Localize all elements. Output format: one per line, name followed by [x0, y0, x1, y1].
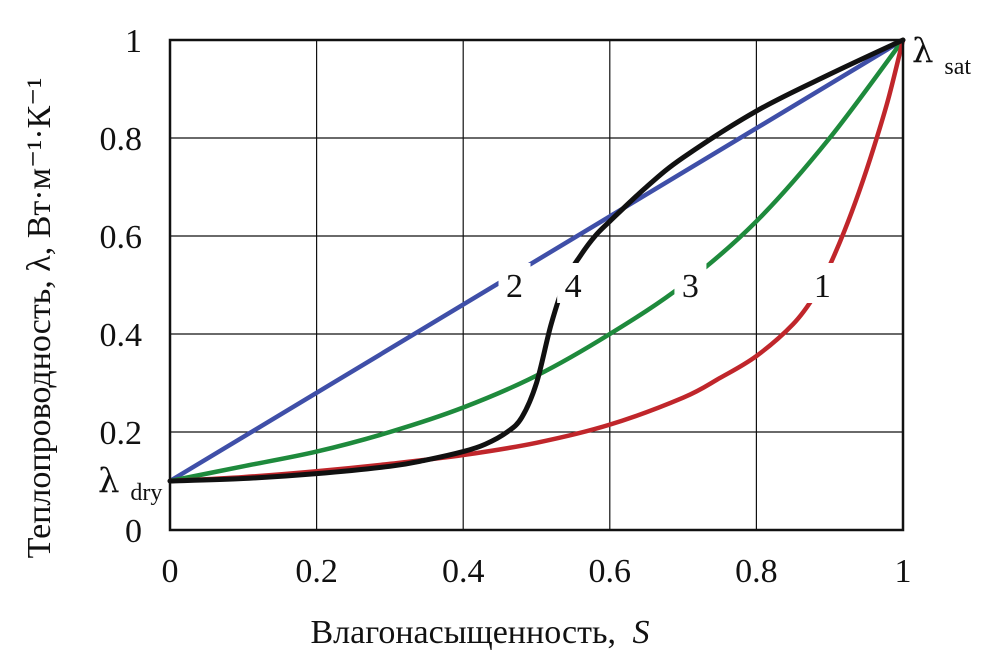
x-axis-label: Влагонасыщенность, S — [310, 614, 649, 651]
lambda-dry-sub: dry — [130, 480, 162, 506]
lambda-dry-label: λ dry — [98, 461, 162, 506]
series-3-line — [167, 37, 906, 484]
y-tick-label: 0.4 — [100, 317, 143, 354]
x-tick-labels: 0 0.2 0.4 0.6 0.8 1 — [162, 553, 912, 590]
curve-label-4: 4 — [565, 268, 582, 305]
plot-frame — [168, 38, 905, 532]
y-tick-label: 0.6 — [100, 219, 143, 256]
y-axis-label: Теплопроводность, λ, Вт·м⁻¹·К⁻¹ — [21, 78, 58, 559]
x-tick-label: 0 — [162, 553, 179, 590]
series-4-line — [167, 37, 906, 484]
curve-label-3: 3 — [682, 268, 699, 305]
y-tick-label: 0 — [125, 513, 142, 550]
x-tick-label: 0.6 — [589, 553, 632, 590]
curve-label-bg — [806, 263, 839, 303]
y-tick-label: 1 — [125, 23, 142, 60]
svg-text:λ dry: λ dry — [98, 461, 162, 506]
lambda-sat-symbol: λ — [912, 31, 934, 71]
series-1-line — [167, 37, 906, 484]
grid — [169, 39, 904, 531]
x-axis-label-text: Влагонасыщенность, — [310, 614, 616, 651]
svg-text:λ sat: λ sat — [912, 31, 971, 80]
y-tick-labels: 0 0.2 0.4 0.6 0.8 1 — [100, 23, 143, 550]
x-tick-label: 0.8 — [735, 553, 778, 590]
lambda-sat-label: λ sat — [912, 31, 971, 80]
curve-labels: 1 2 3 4 — [498, 263, 839, 305]
x-tick-label: 1 — [895, 553, 912, 590]
curve-label-1: 1 — [814, 268, 831, 305]
curve-label-bg — [674, 263, 707, 303]
x-tick-label: 0.4 — [442, 553, 485, 590]
x-axis-variable: S — [633, 614, 650, 651]
series-2-line — [167, 37, 906, 484]
curve-label-bg — [498, 263, 531, 303]
series-layer — [167, 37, 906, 484]
curve-label-bg — [557, 263, 590, 303]
x-tick-label: 0.2 — [295, 553, 338, 590]
y-tick-label: 0.8 — [100, 121, 143, 158]
curve-label-2: 2 — [506, 268, 523, 305]
lambda-dry-symbol: λ — [98, 461, 120, 501]
lambda-sat-sub: sat — [944, 54, 971, 80]
y-tick-label: 0.2 — [100, 415, 143, 452]
